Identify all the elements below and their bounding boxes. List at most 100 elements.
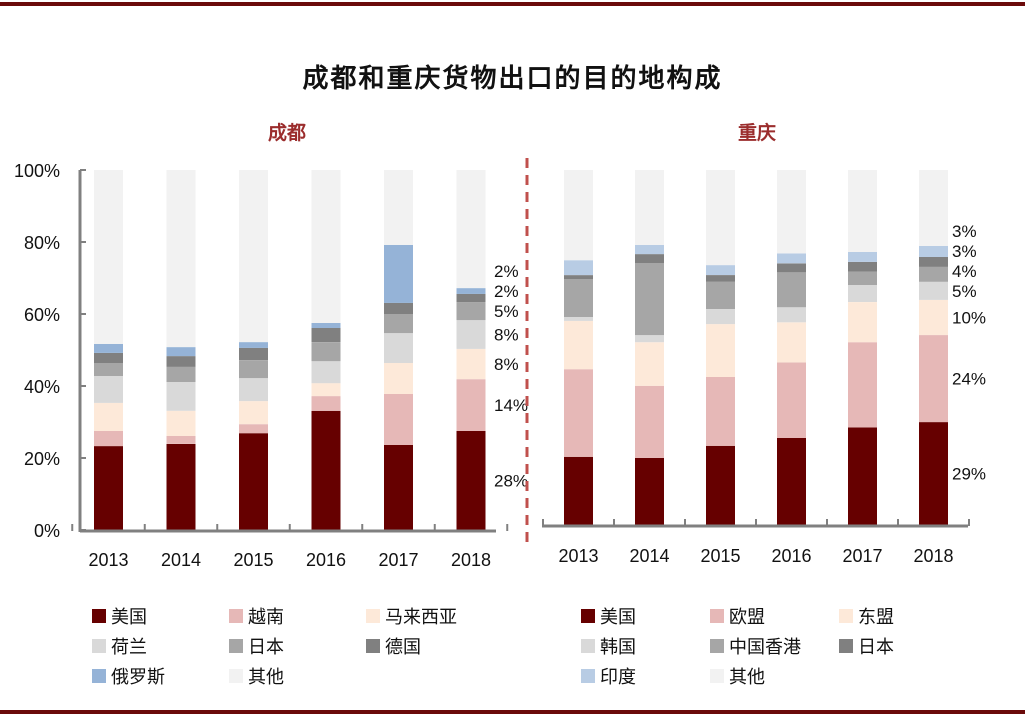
bottom-rule [0,710,1025,714]
legend-swatch [366,639,380,653]
chongqing-bar-2013-seg-4 [564,279,593,317]
chongqing-bar-2016-seg-1 [777,362,806,438]
chongqing-bar-2018-seg-1 [919,335,948,423]
chongqing-bar-2014-seg-1 [635,385,664,458]
chongqing-bar-2015-seg-4 [706,281,735,310]
legend-label: 荷兰 [111,637,147,658]
legend-item: 马来西亚 [366,604,457,628]
chengdu-bar-2014-seg-7 [166,170,196,348]
legend-swatch [229,639,243,653]
chengdu-bar-2013-seg-4 [94,363,123,376]
chongqing-bar-2015-seg-7 [706,170,735,266]
legend-swatch [229,609,243,623]
legend-label: 俄罗斯 [111,667,165,688]
chengdu-bar-2013-seg-2 [94,402,123,431]
chengdu-bar-2018-seg-6 [456,288,486,294]
chongqing-bar-2015-seg-0 [706,445,735,525]
chongqing-bar-2017-seg-0 [848,427,877,525]
chongqing-data-label: 10% [952,309,986,328]
chongqing-x-tick-label: 2016 [771,546,811,566]
legend-swatch [581,609,595,623]
legend-swatch [92,609,106,623]
chongqing-bar-2014-seg-2 [635,342,664,386]
chengdu-bar-2018-seg-2 [456,348,486,380]
chengdu-bar-2015-seg-7 [239,170,268,343]
chongqing-bar-2015-seg-5 [706,275,735,282]
chengdu-bar-2014-seg-3 [166,382,196,411]
chongqing-data-label: 5% [952,282,977,301]
chongqing-bar-2015-seg-3 [706,309,735,325]
chengdu-bar-2018-seg-7 [456,170,486,289]
chongqing-x-tick-label: 2013 [558,546,598,566]
chengdu-bar-2013-seg-0 [94,446,123,530]
chengdu-y-tick-label: 0% [34,521,60,541]
chongqing-bar-2017-seg-5 [848,261,877,272]
chengdu-bar-2015-seg-6 [239,342,268,348]
legend-item: 印度 [581,664,636,688]
chongqing-bar-2013-seg-2 [564,320,593,370]
chongqing-data-label: 24% [952,370,986,389]
legend-item: 美国 [92,604,147,628]
legend-swatch [710,639,724,653]
chengdu-bar-2016-seg-4 [311,342,341,362]
chengdu-plot: 2013 2014 2015 2016 2017 2018 0% 20% 40% 60% 80% 10… [14,161,528,570]
chengdu-x-tick-label: 2014 [161,550,201,570]
legend-swatch [839,609,853,623]
chongqing-bar-2014-seg-3 [635,335,664,343]
chengdu-bar-2013-seg-7 [94,170,123,344]
chongqing-bar-2017-seg-2 [848,302,877,343]
chongqing-bar-2013-seg-5 [564,275,593,279]
chengdu-data-label: 8% [494,355,519,374]
chengdu-bar-2018-seg-3 [456,320,486,349]
legend-item: 欧盟 [710,604,765,628]
chengdu-x-tick-label: 2017 [378,550,418,570]
chengdu-bar-2017-seg-7 [384,170,413,245]
chongqing-data-label: 3% [952,222,977,241]
chengdu-bar-2017-seg-5 [384,302,413,314]
chengdu-bar-2014-seg-1 [166,436,196,444]
legend-label: 欧盟 [729,607,765,628]
chengdu-bar-2018-seg-1 [456,379,486,431]
chongqing-bar-2018-seg-7 [919,170,948,246]
chengdu-data-label: 5% [494,302,519,321]
chengdu-bar-2016-seg-7 [311,170,341,323]
chongqing-data-label: 29% [952,465,986,484]
chengdu-bar-2015-seg-1 [239,424,268,434]
chongqing-subtitle: 重庆 [738,122,777,144]
chengdu-x-tick-label: 2015 [233,550,273,570]
legend-label: 马来西亚 [385,607,457,628]
legend-label: 美国 [600,607,636,628]
legend-item: 越南 [229,604,284,628]
chengdu-bar-2016-seg-0 [311,410,341,530]
legend-label: 印度 [600,667,636,688]
chengdu-bar-2017-seg-3 [384,333,413,363]
chengdu-data-label: 14% [494,396,528,415]
chongqing-bar-2014-seg-4 [635,263,664,336]
chengdu-data-label: 28% [494,472,528,491]
chongqing-bar-2014-seg-0 [635,457,664,525]
chongqing-bar-2014-seg-7 [635,170,664,245]
legend-item: 美国 [581,604,636,628]
chengdu-bar-2014-seg-4 [166,366,196,382]
chongqing-data-label: 4% [952,262,977,281]
chongqing-x-tick-label: 2014 [629,546,669,566]
legend-item: 其他 [710,664,765,688]
legend-swatch [710,609,724,623]
chengdu-x-tick-label: 2013 [88,550,128,570]
chongqing-bar-2017-seg-6 [848,252,877,262]
chengdu-bar-2016-seg-2 [311,383,341,397]
chongqing-bar-2013-seg-0 [564,456,593,525]
chengdu-x-tick-label: 2018 [451,550,491,570]
chongqing-bar-2016-seg-5 [777,263,806,273]
legend-swatch [229,669,243,683]
legend-label: 日本 [248,637,284,658]
chengdu-bar-2014-seg-6 [166,347,196,357]
chengdu-bar-2017-seg-4 [384,314,413,334]
chongqing-bar-2014-seg-6 [635,244,664,255]
chengdu-y-tick-label: 60% [24,305,60,325]
chengdu-y-tick-label: 100% [14,161,60,181]
chongqing-bar-2018-seg-6 [919,246,948,257]
legend-label: 越南 [248,607,284,628]
legend-item: 荷兰 [92,634,147,658]
legend-swatch [581,639,595,653]
